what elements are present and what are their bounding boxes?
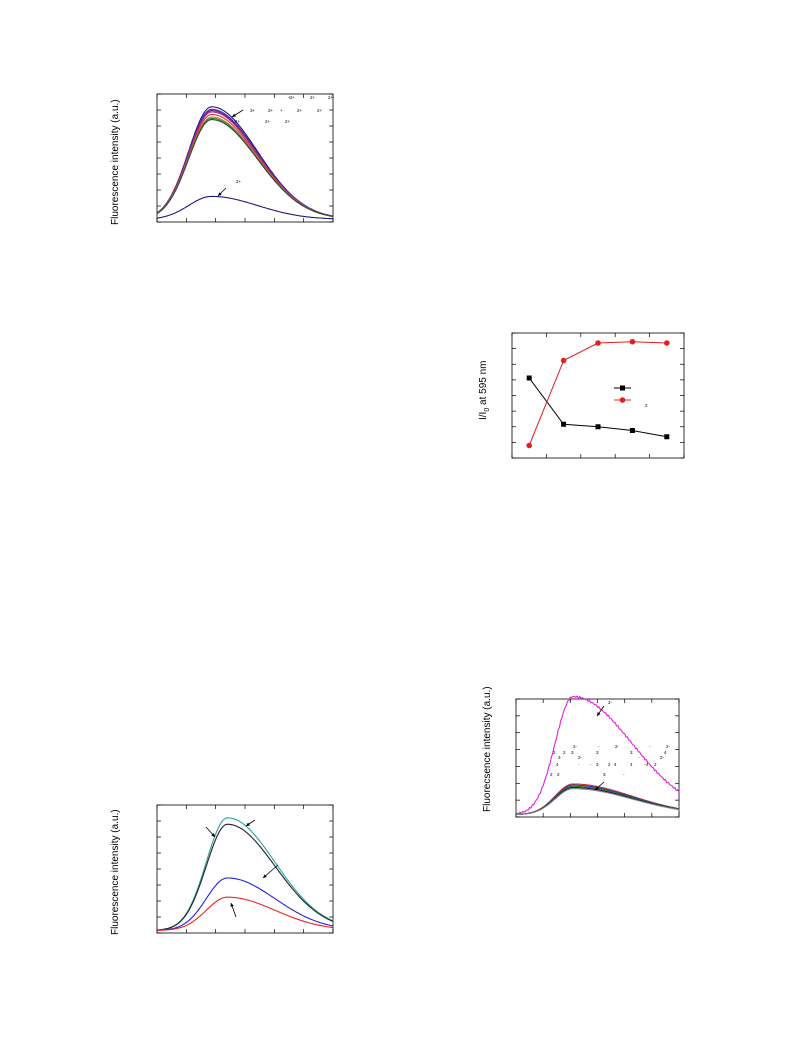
chart-a-legend-fragment: + <box>280 108 283 113</box>
chart-c-arrow-2-head <box>211 833 215 837</box>
chart-d-legend-fragment: 4 <box>556 762 559 767</box>
chart-a-series-3 <box>156 111 334 217</box>
chart-b-svg: 2 <box>511 332 685 459</box>
chart-d-legend-fragment: - <box>623 772 625 777</box>
chart-panel-d: 2- 2- -2- -2- 2 2 3 3 3 4 3 2- -2- -3 4-2 4- -2 4 4 2 2 3- <box>478 694 693 824</box>
chart-d-arrow-top-head <box>597 712 601 716</box>
chart-d-legend-fragment: 2 <box>557 772 560 777</box>
chart-a-series-0 <box>156 106 334 217</box>
chart-d-legend-fragment: 2 <box>563 750 566 755</box>
chart-b-point <box>595 340 601 346</box>
chart-c-ylabel: Fluorescence intensity (a.u.) <box>110 809 121 935</box>
chart-d-legend-fragment: 3 <box>596 750 599 755</box>
chart-a-legend-fragment: 3+ <box>268 108 274 113</box>
chart-d-legend-fragment: - <box>548 762 550 767</box>
chart-d-legend-fragment: - <box>578 762 580 767</box>
chart-d-legend-fragment: 2- <box>660 755 665 760</box>
chart-b-point <box>561 421 567 427</box>
chart-c-arrow-4-head <box>230 903 234 907</box>
chart-d-legend-fragment: 2- <box>578 755 583 760</box>
chart-a-frame <box>156 93 334 223</box>
chart-d-legend-fragment: 4 <box>664 750 667 755</box>
chart-d-legend-fragment: - <box>644 762 646 767</box>
chart-d-legend-fragment: 2- <box>666 744 671 749</box>
chart-d-legend-fragment: 2 <box>654 762 657 767</box>
chart-d-annotation: 2- <box>608 700 613 705</box>
chart-d-ylabel: Fluorecsence intensity (a.u.) <box>482 686 493 812</box>
chart-a-arrow-bottom-head <box>218 192 222 196</box>
chart-b-legend-label-1: 2 <box>645 403 648 408</box>
chart-a-legend-fragment: 2+ <box>310 95 316 100</box>
chart-d-arrow-bottom-head <box>595 786 599 790</box>
chart-b-frame <box>511 332 685 459</box>
chart-b-series-1 <box>528 341 667 446</box>
chart-d-legend-fragment: 4 <box>630 762 633 767</box>
chart-c-svg <box>156 804 334 934</box>
chart-a-series-1 <box>156 108 334 217</box>
chart-b-legend-marker-1 <box>619 397 626 403</box>
chart-c-arrow-3-head <box>263 874 267 878</box>
chart-b-point <box>664 340 670 346</box>
chart-a-ylabel: Fluorescence intensity (a.u.) <box>110 99 121 225</box>
chart-b-point <box>526 442 532 449</box>
chart-d-legend-fragment: 4 <box>646 762 649 767</box>
chart-panel-b: 2 <box>500 325 690 465</box>
chart-d-svg: 2-2- -2- -2-2 2 3 3 3 43 2- -2-- 3 4-24- -2 4 42 2 3- <box>515 695 680 818</box>
chart-a-legend-fragment: 2+ <box>235 119 241 124</box>
chart-d-legend-fragment: 2- <box>573 744 578 749</box>
chart-d-legend-fragment: 2 <box>553 750 556 755</box>
chart-a-series-2 <box>156 110 334 217</box>
chart-a-legend-fragment: 2+ <box>317 108 323 113</box>
chart-d-series-0 <box>515 695 680 815</box>
chart-b-point <box>629 338 636 345</box>
chart-d-legend-fragment: 2 <box>608 762 611 767</box>
chart-b-point <box>629 428 635 433</box>
chart-c-frame <box>156 804 334 934</box>
chart-d-series-5 <box>515 788 680 816</box>
chart-d-legend-fragment: 2 <box>550 772 553 777</box>
chart-a-series-8 <box>156 195 334 220</box>
chart-a-legend-fragment: + <box>288 95 291 100</box>
chart-d-legend-fragment: - <box>598 744 600 749</box>
chart-d-legend-fragment: - <box>638 755 640 760</box>
chart-panel-a: +2+ 2+ 2+ 3+ 3+ +2+ 2+ 2+ 2+ 2+ 2+ <box>100 82 345 234</box>
chart-d-frame <box>515 698 680 818</box>
chart-d-legend-fragment: 3 <box>630 750 633 755</box>
chart-d-legend-fragment: 3 <box>571 750 574 755</box>
chart-a-legend-fragment: 3+ <box>250 108 256 113</box>
chart-d-legend-fragment: - <box>590 762 592 767</box>
chart-a-series-7 <box>156 119 334 218</box>
chart-a-annotation: 2+ <box>236 179 242 184</box>
chart-a-legend-fragment: 2+ <box>285 119 291 124</box>
chart-d-legend-fragment: 3 <box>558 755 561 760</box>
chart-c-series-0 <box>156 817 334 931</box>
chart-c-series-2 <box>157 877 334 931</box>
chart-c-series-3 <box>157 896 334 931</box>
chart-d-legend-fragment: 3 <box>603 772 606 777</box>
chart-d-legend-fragment: 4 <box>614 762 617 767</box>
chart-c-series-1 <box>156 823 334 931</box>
chart-b-legend-marker-0 <box>620 385 625 391</box>
chart-b-point <box>664 434 670 440</box>
chart-a-svg: +2+ 2+ 2+ 3+ 3+ +2+ 2+ 2+ 2+ 2+ 2+ <box>156 93 334 223</box>
chart-a-legend-fragment: 2+ <box>297 108 303 113</box>
chart-a-legend-fragment: 2+ <box>290 95 296 100</box>
chart-c-arrow-1-head <box>246 822 250 826</box>
chart-a-legend-fragment: 2+ <box>328 95 334 100</box>
chart-b-point <box>560 357 567 364</box>
chart-b-point <box>526 375 532 381</box>
chart-a-legend-fragment: 2+ <box>265 119 271 124</box>
chart-d-legend-fragment: - <box>649 744 651 749</box>
chart-b-point <box>595 424 601 430</box>
chart-d-legend-fragment: 2- <box>615 744 620 749</box>
chart-d-legend-fragment: 3 <box>596 762 599 767</box>
chart-a-arrow-top-head <box>232 113 236 117</box>
chart-b-ylabel: I/I0 at 595 nm <box>478 360 491 420</box>
chart-panel-c <box>100 800 345 945</box>
